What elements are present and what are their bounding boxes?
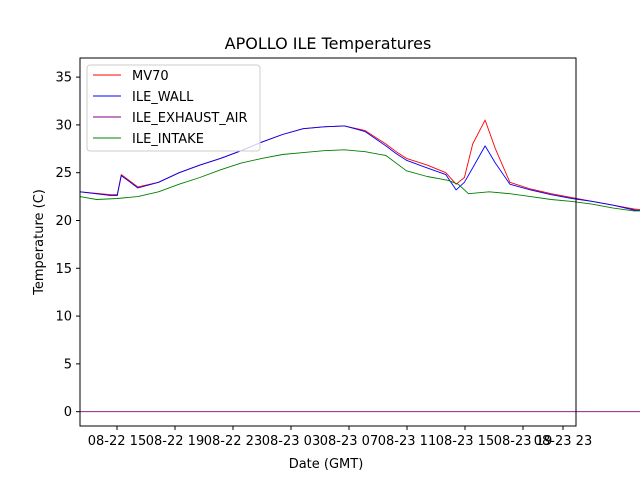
x-tick-label-0: 08-22 15: [88, 434, 146, 449]
chart-title: APOLLO ILE Temperatures: [225, 34, 432, 53]
y-axis: 0 5 10 15 20 25 30 35: [55, 71, 80, 420]
legend-label-0: MV70: [132, 69, 169, 84]
y-tick-label-2: 10: [55, 310, 72, 325]
plot-frame: [79, 57, 577, 427]
x-tick-label-6: 08-23 15: [436, 434, 494, 449]
y-tick-label-1: 5: [64, 357, 72, 372]
y-tick-label-5: 25: [55, 166, 72, 181]
legend-label-3: ILE_INTAKE: [132, 132, 204, 147]
legend-box: [86, 64, 261, 152]
series-line-3: [79, 149, 640, 212]
x-tick-label-7: 08-23 19: [494, 434, 552, 449]
y-tick-label-4: 20: [55, 214, 72, 229]
legend: MV70 ILE_WALL ILE_EXHAUST_AIR ILE_INTAKE: [86, 64, 261, 152]
y-tick-label-3: 15: [55, 262, 72, 277]
x-tick-label-3: 08-23 03: [262, 434, 320, 449]
y-tick-label-6: 30: [55, 118, 72, 133]
series-layer: [79, 119, 640, 413]
x-tick-label-4: 08-23 07: [320, 434, 378, 449]
y-tick-label-0: 0: [64, 405, 72, 420]
x-axis-title: Date (GMT): [289, 457, 364, 472]
x-axis: 08-22 15 08-22 19 08-22 23 08-23 03 08-23 07…: [88, 426, 592, 449]
x-tick-label-1: 08-22 19: [146, 434, 204, 449]
y-tick-label-7: 35: [55, 71, 72, 86]
x-tick-label-5: 08-23 11: [378, 434, 436, 449]
legend-items: MV70 ILE_WALL ILE_EXHAUST_AIR ILE_INTAKE: [93, 69, 248, 147]
legend-label-1: ILE_WALL: [132, 90, 194, 105]
x-tick-label-8: 08-23 23: [534, 434, 592, 449]
y-axis-title: Temperature (C): [32, 189, 47, 296]
legend-label-2: ILE_EXHAUST_AIR: [132, 111, 248, 126]
x-tick-label-2: 08-22 23: [204, 434, 262, 449]
